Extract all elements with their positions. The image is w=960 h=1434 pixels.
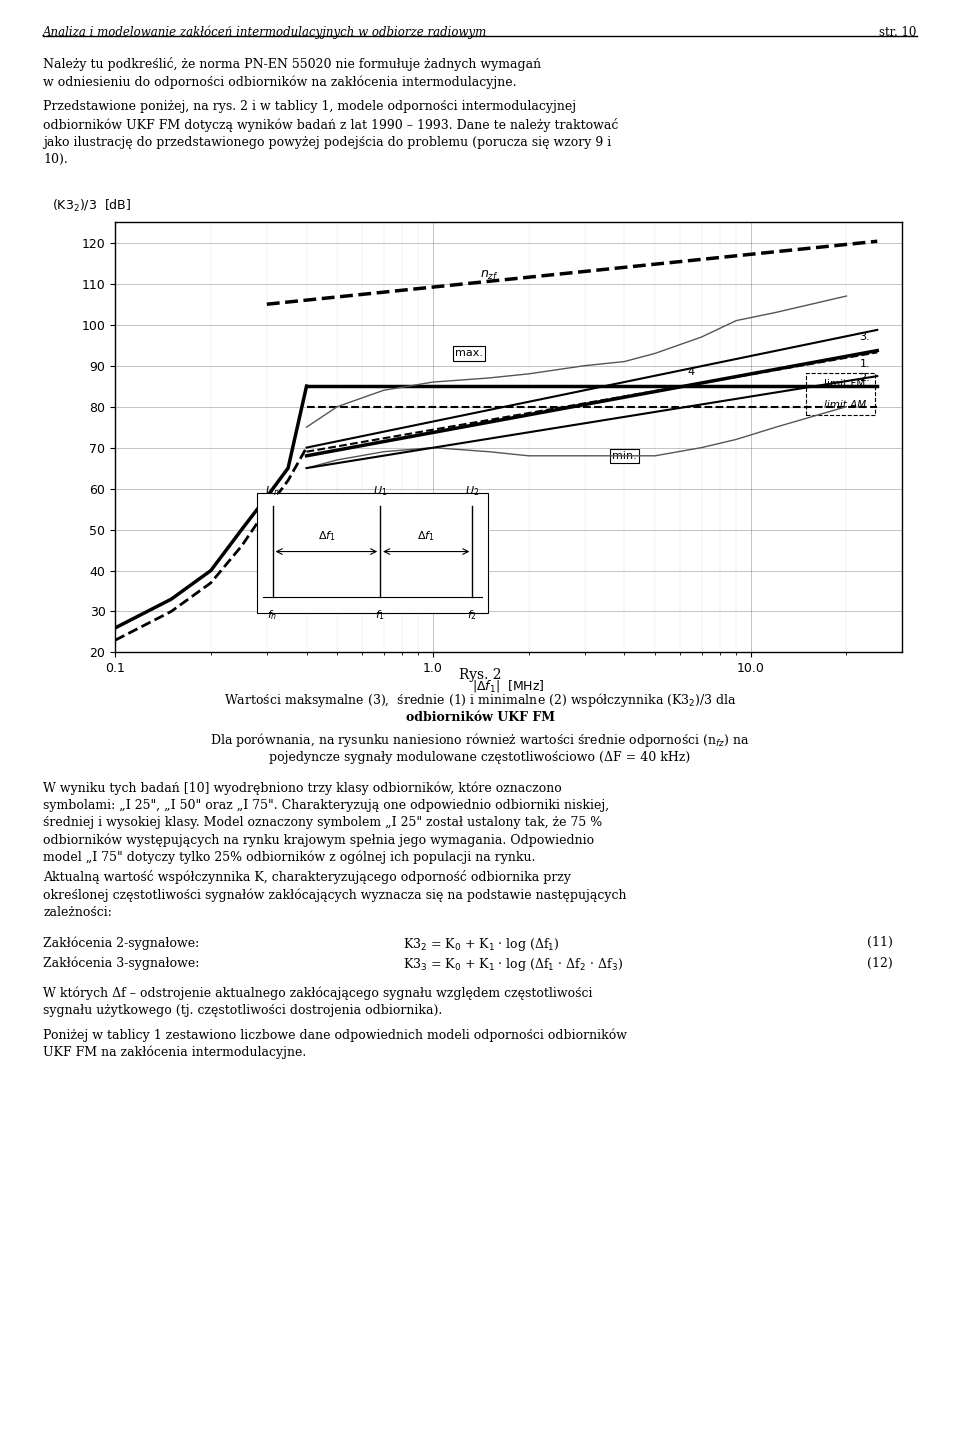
Text: W wyniku tych badań [10] wyodrębniono trzy klasy odbiorników, które oznaczono
sy: W wyniku tych badań [10] wyodrębniono tr… (43, 782, 610, 865)
Text: $\Delta f_1$: $\Delta f_1$ (318, 529, 335, 543)
Text: $U_n$: $U_n$ (265, 485, 280, 498)
Text: 1.: 1. (859, 358, 870, 369)
Text: 2.: 2. (859, 373, 871, 383)
Text: K3$_3$ = K$_0$ + K$_1$ · log (Δf$_1$ · Δf$_2$ · Δf$_3$): K3$_3$ = K$_0$ + K$_1$ · log (Δf$_1$ · Δ… (403, 956, 623, 974)
Text: max.: max. (455, 348, 483, 358)
X-axis label: $|\Delta f_1|$  [MHz]: $|\Delta f_1|$ [MHz] (472, 678, 545, 694)
FancyBboxPatch shape (805, 373, 875, 416)
Text: (11): (11) (867, 936, 893, 949)
Text: pojedyncze sygnały modulowane częstotliwościowo (ΔF = 40 kHz): pojedyncze sygnały modulowane częstotliw… (270, 751, 690, 764)
Text: Rys. 2: Rys. 2 (459, 668, 501, 683)
Text: (K3$_2$)/3  [dB]: (K3$_2$)/3 [dB] (52, 198, 132, 214)
Text: min.: min. (612, 450, 636, 460)
Text: W których Δf – odstrojenie aktualnego zakłócającego sygnału względem częstotliwo: W których Δf – odstrojenie aktualnego za… (43, 987, 592, 1017)
Text: $U_1$: $U_1$ (373, 485, 387, 498)
Text: $f_n$: $f_n$ (268, 608, 277, 622)
Text: Należy tu podkreślić, że norma PN-EN 55020 nie formułuje żadnych wymagań
w odnie: Należy tu podkreślić, że norma PN-EN 550… (43, 57, 541, 89)
Text: Wartości maksymalne (3),  średnie (1) i minimalne (2) współczynnika (K3$_2$)/3 d: Wartości maksymalne (3), średnie (1) i m… (224, 691, 736, 710)
Text: $\Delta f_1$: $\Delta f_1$ (418, 529, 435, 543)
Text: Analiza i modelowanie zakłóceń intermodulacyjnych w odbiorzе radiowym: Analiza i modelowanie zakłóceń intermodu… (43, 26, 488, 39)
Text: 4: 4 (687, 367, 695, 377)
Text: 3.: 3. (859, 333, 870, 341)
Text: $f_1$: $f_1$ (375, 608, 385, 622)
Text: (12): (12) (867, 956, 893, 969)
Text: K3$_2$ = K$_0$ + K$_1$ · log (Δf$_1$): K3$_2$ = K$_0$ + K$_1$ · log (Δf$_1$) (403, 936, 560, 954)
Text: Aktualną wartość współczynnika K, charakteryzującego odporność odbiornika przy
o: Aktualną wartość współczynnika K, charak… (43, 870, 627, 919)
Text: Przedstawione poniżej, na rys. 2 i w tablicy 1, modele odporności intermodulacyj: Przedstawione poniżej, na rys. 2 i w tab… (43, 100, 618, 166)
Text: limit AM: limit AM (824, 400, 866, 410)
Text: Zakłócenia 2-sygnałowe:: Zakłócenia 2-sygnałowe: (43, 936, 200, 949)
Bar (257, 493, 488, 614)
Text: limit FM: limit FM (824, 379, 865, 389)
Text: Dla porównania, na rysunku naniesiono również wartości średnie odporności (n$_{f: Dla porównania, na rysunku naniesiono ró… (210, 731, 750, 750)
Text: Zakłócenia 3-sygnałowe:: Zakłócenia 3-sygnałowe: (43, 956, 200, 969)
Text: Poniżej w tablicy 1 zestawiono liczbowe dane odpowiednich modeli odporności odbi: Poniżej w tablicy 1 zestawiono liczbowe … (43, 1028, 627, 1060)
Text: odbiorników UKF FM: odbiorników UKF FM (405, 711, 555, 724)
Text: $f_2$: $f_2$ (468, 608, 477, 622)
Text: $U_2$: $U_2$ (466, 485, 479, 498)
Text: $n_{zf}$: $n_{zf}$ (480, 270, 498, 282)
Text: str. 10: str. 10 (879, 26, 917, 39)
